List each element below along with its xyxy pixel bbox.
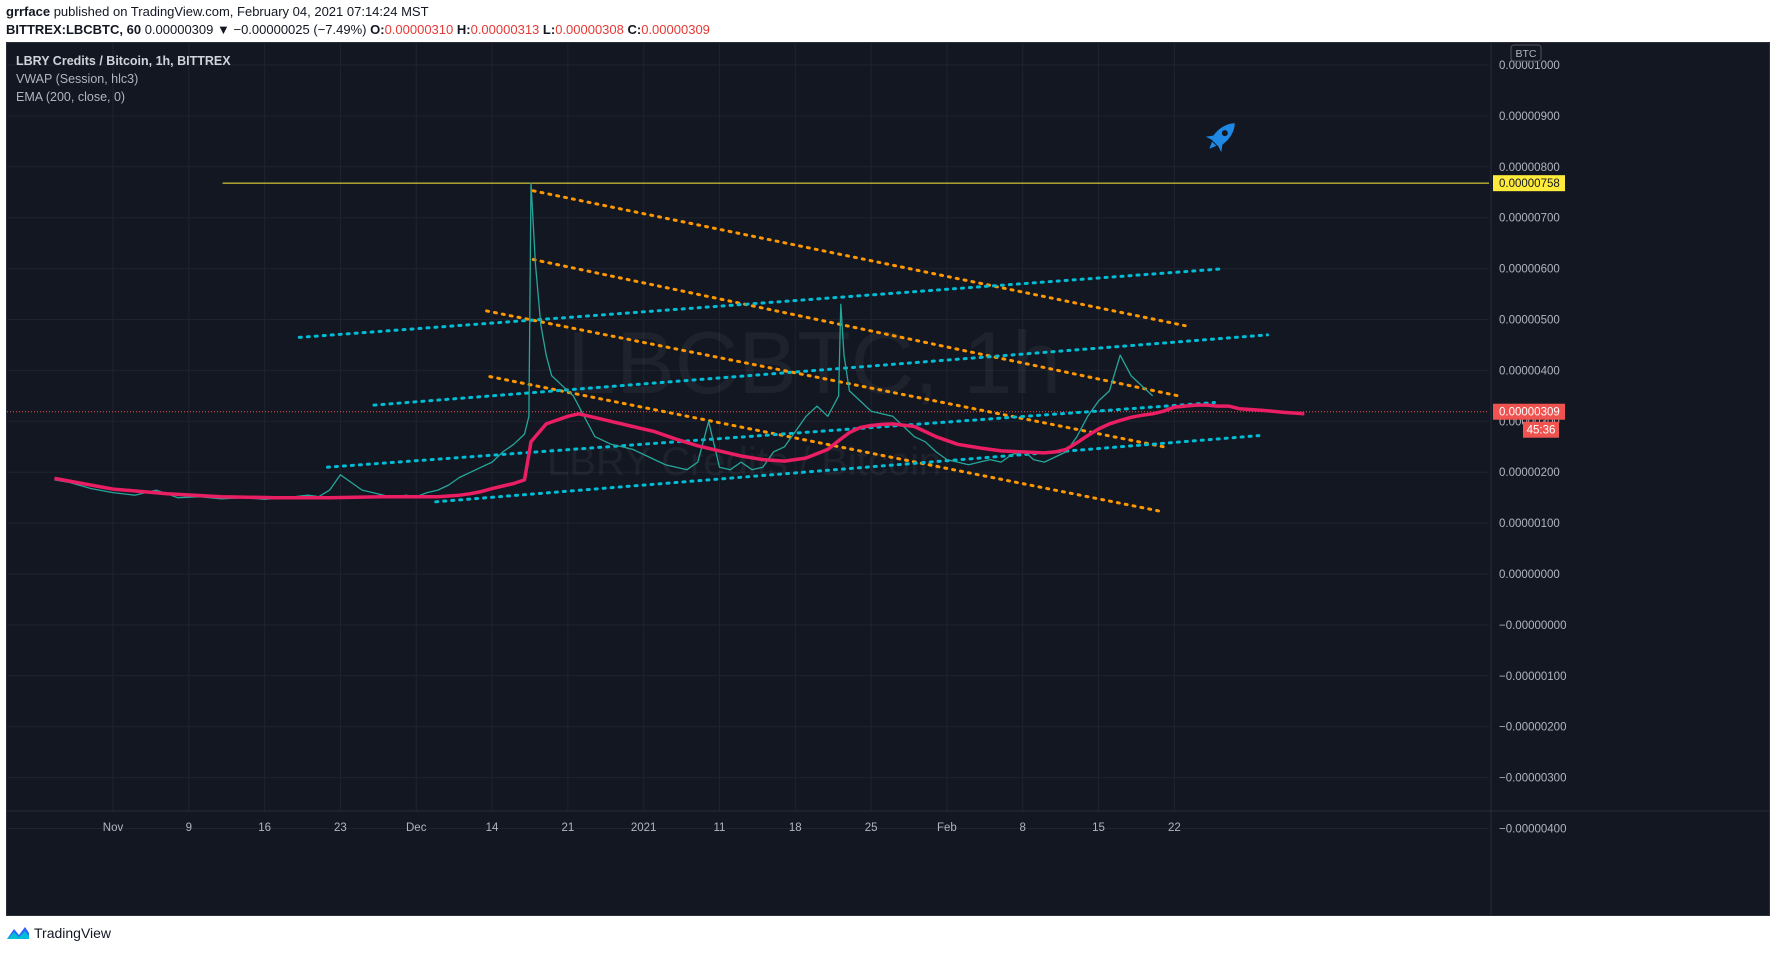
publication-header: grrface published on TradingView.com, Fe… bbox=[0, 0, 1776, 42]
currency-badge-box bbox=[1510, 44, 1542, 62]
rocket-fins bbox=[1205, 135, 1223, 153]
y-tick-label: 0.00000900 bbox=[1499, 111, 1560, 123]
blue-trendline-5 bbox=[297, 267, 1226, 339]
chart-legend: LBRY Credits / Bitcoin, 1h, BITTREX VWAP… bbox=[16, 52, 231, 106]
x-tick-label: 21 bbox=[561, 822, 574, 834]
legend-symbol[interactable]: LBRY Credits / Bitcoin, 1h, BITTREX bbox=[16, 54, 231, 68]
blue-trendline-8 bbox=[434, 434, 1261, 504]
publication-line: grrface published on TradingView.com, Fe… bbox=[6, 4, 429, 19]
price-chart[interactable]: LBCBTC, 1h LBRY Credits / Bitcoin 0.000010… bbox=[7, 43, 1770, 916]
x-tick-label: Feb bbox=[937, 822, 957, 834]
watermark-symbol: LBCBTC, 1h bbox=[567, 313, 1061, 412]
rocket-icon bbox=[1205, 123, 1235, 153]
x-tick-label: 16 bbox=[258, 822, 271, 834]
y-tick-label: 0.00000200 bbox=[1499, 467, 1560, 479]
y-tick-label: −0.00000200 bbox=[1499, 722, 1566, 734]
published-text: published on TradingView.com, February 0… bbox=[53, 4, 429, 19]
open-label: O: bbox=[370, 22, 385, 37]
symbol-label: BITTREX:LBCBTC, 60 bbox=[6, 22, 142, 37]
price-change: ▼ −0.00000025 (−7.49%) bbox=[217, 22, 367, 37]
y-tick-label: 0.00000500 bbox=[1499, 315, 1560, 327]
high-value: 0.00000313 bbox=[470, 22, 540, 37]
x-tick-label: 22 bbox=[1168, 822, 1181, 834]
low-value: 0.00000308 bbox=[555, 22, 624, 37]
open-value: 0.00000310 bbox=[384, 22, 454, 37]
level-price-tag: 0.00000758 bbox=[1499, 178, 1560, 190]
watermark-description: LBRY Credits / Bitcoin bbox=[547, 440, 941, 484]
y-tick-label: −0.00000400 bbox=[1499, 824, 1566, 836]
level-price-tag-box bbox=[1493, 175, 1565, 192]
legend-vwap[interactable]: VWAP (Session, hlc3) bbox=[16, 72, 139, 86]
high-label: H: bbox=[456, 22, 471, 37]
last-price-tag-box bbox=[1493, 403, 1565, 420]
x-tick-label: 2021 bbox=[631, 822, 657, 834]
y-tick-label: 0.00000700 bbox=[1499, 213, 1560, 225]
last-price: 0.00000309 bbox=[144, 22, 214, 37]
x-tick-label: 23 bbox=[334, 822, 347, 834]
publisher-name[interactable]: grrface bbox=[6, 4, 51, 19]
currency-badge: BTC bbox=[1516, 48, 1537, 60]
symbol-quote-line: BITTREX:LBCBTC, 60 0.00000309 ▼ −0.00000… bbox=[6, 22, 710, 37]
tradingview-logo-icon bbox=[7, 927, 29, 939]
rocket-flame bbox=[1209, 141, 1217, 149]
x-tick-label: 18 bbox=[789, 822, 802, 834]
x-tick-label: 11 bbox=[714, 822, 726, 834]
orange-trendline-1 bbox=[531, 189, 1187, 328]
x-tick-label: 14 bbox=[486, 822, 499, 834]
orange-trendline-2 bbox=[531, 258, 1181, 398]
y-tick-label: 0.00000800 bbox=[1499, 162, 1560, 174]
x-tick-label: 25 bbox=[865, 822, 878, 834]
low-label: L: bbox=[542, 22, 556, 37]
countdown-tag-box bbox=[1523, 421, 1559, 438]
rocket-window bbox=[1221, 130, 1228, 137]
plot-layer bbox=[7, 123, 1489, 513]
y-tick-label: 0.00000600 bbox=[1499, 264, 1560, 276]
y-tick-label: 0.00000400 bbox=[1499, 365, 1560, 377]
chart-area[interactable]: LBCBTC, 1h LBRY Credits / Bitcoin 0.000010… bbox=[6, 42, 1770, 916]
orange-trendline-4 bbox=[488, 375, 1163, 513]
blue-trendline-6 bbox=[372, 333, 1269, 407]
ema-line bbox=[54, 403, 1305, 500]
countdown-tag: 45:36 bbox=[1527, 425, 1556, 437]
close-value: 0.00000309 bbox=[641, 22, 710, 37]
y-tick-label: −0.00000100 bbox=[1499, 671, 1566, 683]
x-tick-label: Dec bbox=[406, 822, 427, 834]
y-tick-label: 0.00000100 bbox=[1499, 518, 1560, 530]
x-tick-label: 9 bbox=[186, 822, 192, 834]
y-tick-label: −0.00000300 bbox=[1499, 773, 1566, 785]
last-price-tag: 0.00000309 bbox=[1499, 407, 1560, 419]
y-tick-label: −0.00000000 bbox=[1499, 620, 1566, 632]
legend-ema[interactable]: EMA (200, close, 0) bbox=[16, 90, 126, 104]
x-tick-label: 15 bbox=[1092, 822, 1105, 834]
tradingview-brand[interactable]: TradingView bbox=[6, 925, 111, 941]
x-tick-label: Nov bbox=[103, 822, 124, 834]
footer: TradingView bbox=[0, 916, 1776, 953]
y-tick-label: 0.00000000 bbox=[1499, 569, 1560, 581]
x-tick-label: 8 bbox=[1020, 822, 1026, 834]
close-label: C: bbox=[627, 22, 642, 37]
brand-text: TradingView bbox=[34, 925, 112, 941]
price-line bbox=[54, 182, 1154, 500]
y-tick-label: 0.00001000 bbox=[1499, 60, 1560, 72]
